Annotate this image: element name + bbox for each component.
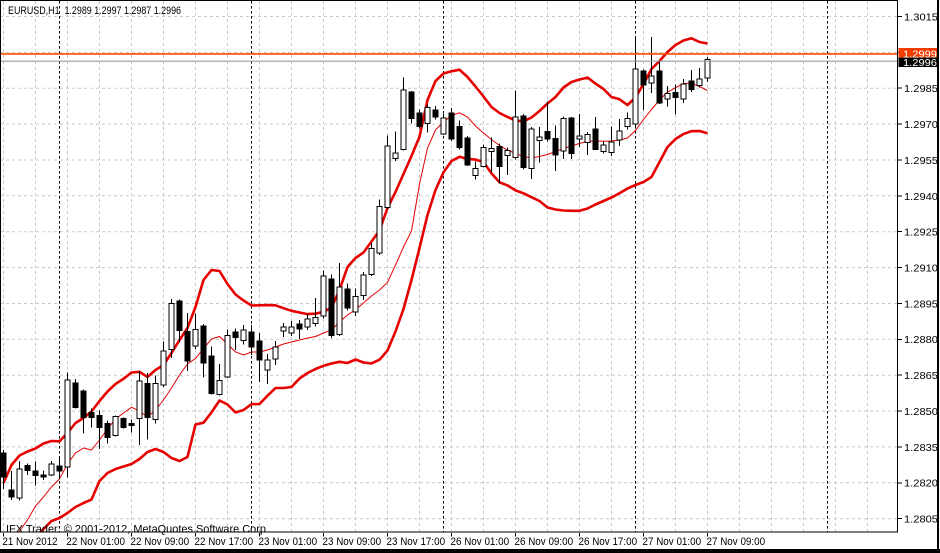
svg-text:22 Nov 01:00: 22 Nov 01:00 [66, 536, 125, 548]
svg-text:1.2805: 1.2805 [904, 514, 938, 526]
svg-text:26 Nov 01:00: 26 Nov 01:00 [451, 536, 510, 548]
svg-text:1.2850: 1.2850 [904, 406, 938, 418]
svg-text:1.2865: 1.2865 [904, 370, 938, 382]
svg-text:1.2996: 1.2996 [903, 57, 937, 69]
svg-text:IFX Trader: © 2001-2012, MetaQ: IFX Trader: © 2001-2012, MetaQuotes Soft… [6, 524, 269, 536]
svg-text:21 Nov 2012: 21 Nov 2012 [3, 536, 58, 548]
svg-text:1.2835: 1.2835 [904, 442, 938, 454]
svg-text:1.2895: 1.2895 [904, 298, 938, 310]
svg-text:27 Nov 09:00: 27 Nov 09:00 [707, 536, 766, 548]
svg-text:1.2910: 1.2910 [904, 263, 938, 275]
svg-text:1.2985: 1.2985 [904, 83, 938, 95]
svg-text:1.2940: 1.2940 [904, 191, 938, 203]
svg-text:26 Nov 17:00: 26 Nov 17:00 [579, 536, 638, 548]
svg-text:23 Nov 09:00: 23 Nov 09:00 [323, 536, 382, 548]
svg-text:22 Nov 17:00: 22 Nov 17:00 [195, 536, 254, 548]
svg-text:22 Nov 09:00: 22 Nov 09:00 [131, 536, 190, 548]
svg-text:EURUSD,H1 1.2989 1.2997 1.298: EURUSD,H1 1.2989 1.2997 1.2987 1.2996 [8, 5, 181, 17]
svg-text:26 Nov 09:00: 26 Nov 09:00 [515, 536, 574, 548]
svg-text:27 Nov 01:00: 27 Nov 01:00 [643, 536, 702, 548]
svg-text:1.3015: 1.3015 [904, 11, 938, 23]
svg-text:1.2955: 1.2955 [904, 155, 938, 167]
svg-text:1.2925: 1.2925 [904, 227, 938, 239]
svg-text:1.2970: 1.2970 [904, 119, 938, 131]
svg-text:1.2880: 1.2880 [904, 334, 938, 346]
svg-text:1.2820: 1.2820 [904, 478, 938, 490]
svg-text:23 Nov 17:00: 23 Nov 17:00 [387, 536, 446, 548]
svg-text:23 Nov 01:00: 23 Nov 01:00 [259, 536, 318, 548]
